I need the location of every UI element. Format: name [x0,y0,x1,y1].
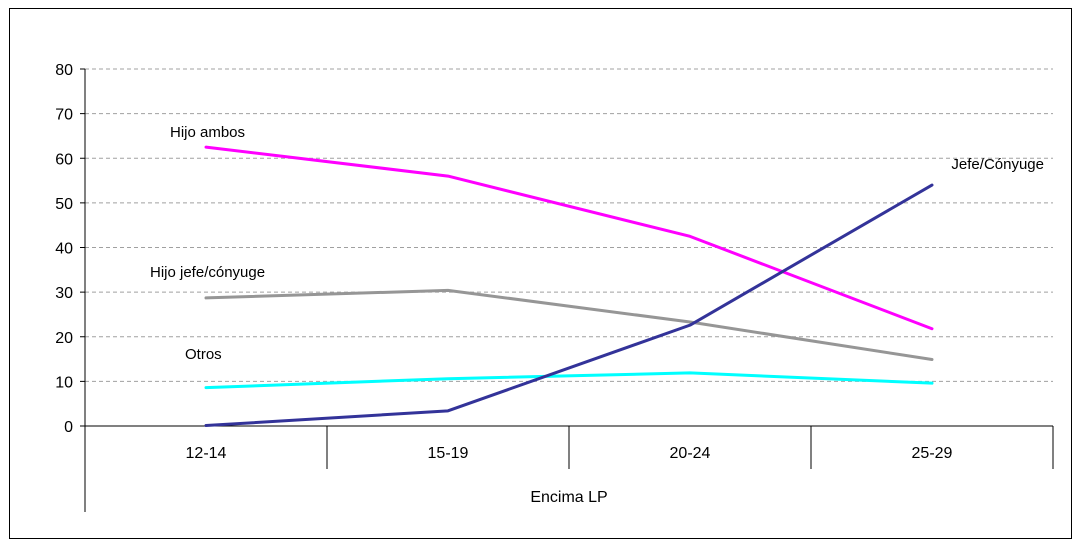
grid-lines [85,68,1053,382]
series-label: Hijo ambos [170,124,245,141]
y-tick-label: 60 [55,151,73,168]
series-line [204,288,934,362]
series-line [204,145,934,331]
y-tick-label: 40 [55,241,73,258]
series-line [204,371,934,390]
y-tick-label: 20 [55,330,73,347]
x-axis-categories: 12-14 15-19 20-24 25-29 [186,426,1054,469]
chart-frame [9,8,1072,539]
y-tick-label: 50 [55,196,73,213]
x-group-label: Encima LP [530,489,607,506]
x-tick-label: 15-19 [428,445,469,462]
y-tick-label: 30 [55,285,73,302]
series-label: Otros [185,346,222,363]
x-tick-label: 12-14 [186,445,227,462]
y-tick-label: 80 [55,62,73,79]
series-lines [204,145,934,428]
y-tick-label: 0 [64,419,73,436]
y-tick-label: 10 [55,374,73,391]
series-line [204,183,934,428]
x-tick-label: 20-24 [670,445,711,462]
y-tick-label: 70 [55,107,73,124]
series-label: Hijo jefe/cónyuge [150,264,265,281]
series-label: Jefe/Cónyuge [951,156,1044,173]
y-axis-ticks: 0 10 20 30 40 50 60 70 80 [55,62,85,436]
x-tick-label: 25-29 [912,445,953,462]
series-labels: Hijo ambos Hijo jefe/cónyuge Otros Jefe/Cón… [150,124,1044,363]
